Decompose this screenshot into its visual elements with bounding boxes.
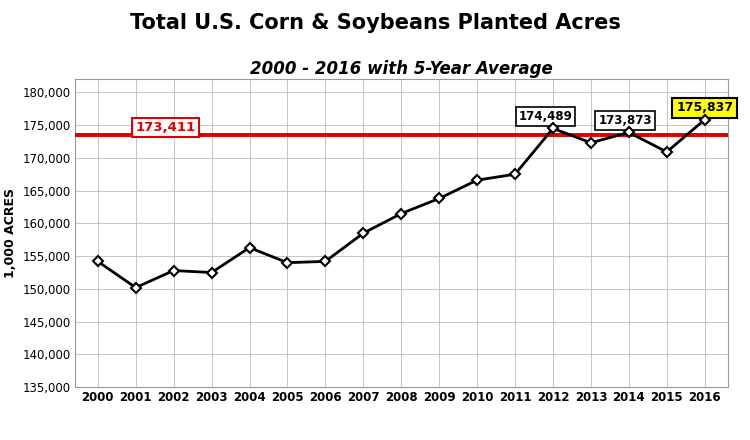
Title: 2000 - 2016 with 5-Year Average: 2000 - 2016 with 5-Year Average [250, 60, 553, 77]
Text: 173,411: 173,411 [136, 121, 196, 134]
Text: 173,873: 173,873 [598, 114, 652, 127]
Text: 175,837: 175,837 [676, 101, 734, 114]
Text: Total U.S. Corn & Soybeans Planted Acres: Total U.S. Corn & Soybeans Planted Acres [130, 13, 620, 33]
Y-axis label: 1,000 ACRES: 1,000 ACRES [4, 188, 17, 278]
Text: 174,489: 174,489 [518, 110, 572, 123]
